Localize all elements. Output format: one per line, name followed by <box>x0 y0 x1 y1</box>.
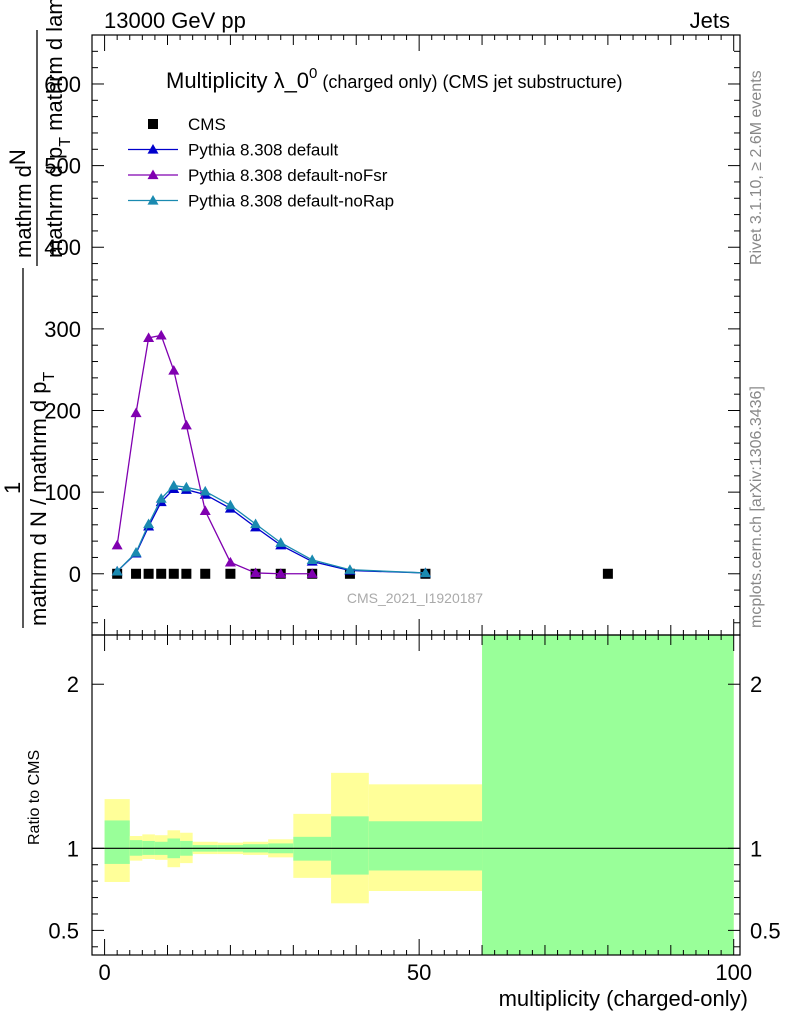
series-line <box>116 334 313 575</box>
data-point <box>225 568 236 579</box>
ratio-y-tick-label: 1 <box>67 836 79 861</box>
data-point <box>250 518 262 529</box>
header-left: 13000 GeV pp <box>104 8 246 33</box>
data-point <box>156 568 167 579</box>
data-point <box>275 537 287 547</box>
data-point <box>275 568 287 578</box>
rivet-label: Rivet 3.1.10, ≥ 2.6M events <box>748 70 765 265</box>
ratio-y-tick-label-right: 2 <box>750 672 762 697</box>
legend-label: Pythia 8.308 default <box>188 141 339 160</box>
y-label-lower: mathrm d N / mathrm d pT <box>26 371 58 626</box>
y-label-lower-sub: T <box>41 371 58 381</box>
y-tick-label: 200 <box>44 399 81 424</box>
legend-item: Pythia 8.308 default-noRap <box>128 192 394 211</box>
data-point <box>306 568 318 578</box>
legend-label: CMS <box>188 115 226 134</box>
y-label-lower-part: mathrm d N / mathrm d p <box>26 381 51 626</box>
data-point <box>200 568 211 579</box>
data-point <box>181 568 192 579</box>
legend-item: Pythia 8.308 default <box>128 141 339 160</box>
data-point <box>419 567 431 578</box>
legend-item: Pythia 8.308 default-noFsr <box>128 166 388 185</box>
ratio-frame <box>91 634 741 956</box>
data-point <box>168 365 180 375</box>
y-label-den: mathrm d pT mathrm d lambda <box>42 0 74 258</box>
x-tick-label: 50 <box>407 960 431 985</box>
legend-label: Pythia 8.308 default-noFsr <box>188 166 388 185</box>
y-label-den-part: mathrm d p <box>42 147 67 258</box>
data-point <box>111 539 123 550</box>
y-label-den-sub: T <box>57 137 74 147</box>
y-axis-label: mathrm dN mathrm d pT mathrm d lambda 1 … <box>0 0 74 628</box>
ratio-y-tick-label-right: 1 <box>750 836 762 861</box>
data-point <box>143 568 154 579</box>
legend-marker <box>147 169 159 180</box>
legend-marker <box>148 119 158 129</box>
legend-item: CMS <box>148 115 226 134</box>
ratio-bands <box>92 635 740 955</box>
ratio-y-tick-label: 0.5 <box>48 918 79 943</box>
data-point <box>306 554 318 565</box>
ratio-band-inner <box>331 816 369 875</box>
x-tick-label: 100 <box>715 960 752 985</box>
data-point <box>168 480 180 490</box>
data-point <box>143 518 155 529</box>
data-point <box>168 568 179 579</box>
legend-marker <box>147 144 159 154</box>
axes: 0 100 200 300 400 500 600 0 50 100 0.5 0.5 1 1 2 2 <box>44 34 781 985</box>
chart-title-sup: 0 <box>309 65 317 82</box>
data-point <box>344 564 356 574</box>
y-label-one: 1 <box>0 482 25 494</box>
ratio-band-inner <box>482 635 734 955</box>
legend-marker <box>147 195 159 205</box>
data-point <box>180 419 192 430</box>
y-tick-label: 100 <box>44 480 81 505</box>
data-point <box>155 493 167 503</box>
chart-title-rest: (charged only) (CMS jet substructure) <box>317 72 622 92</box>
y-tick-label: 0 <box>69 562 81 587</box>
data-series <box>111 329 613 579</box>
y-label-num: mathrm dN <box>5 149 36 258</box>
ratio-band-inner <box>368 821 483 871</box>
data-point <box>131 568 142 579</box>
x-axis-label: multiplicity (charged-only) <box>499 986 748 1011</box>
data-point <box>602 568 613 579</box>
legend: CMS Pythia 8.308 default Pythia 8.308 defa… <box>128 115 394 211</box>
legend-label: Pythia 8.308 default-noRap <box>188 192 394 211</box>
ratio-y-tick-label-right: 0.5 <box>750 918 781 943</box>
data-point <box>224 499 236 510</box>
y-label-den-rest: mathrm d lambda <box>42 0 67 137</box>
data-point <box>224 556 236 567</box>
y-label-num-part: mathrm d <box>11 165 36 258</box>
y-tick-label: 600 <box>44 72 81 97</box>
header-right: Jets <box>690 8 730 33</box>
data-point <box>130 547 142 557</box>
data-point <box>250 567 262 578</box>
data-point <box>180 481 192 492</box>
ratio-y-tick-label: 2 <box>67 672 79 697</box>
data-point <box>111 565 123 576</box>
x-tick-label: 0 <box>98 960 110 985</box>
series-3 <box>111 480 431 578</box>
chart-title-main: Multiplicity λ_0 <box>166 68 309 93</box>
chart-title: Multiplicity λ_00 (charged only) (CMS je… <box>166 65 623 93</box>
data-point <box>143 332 155 342</box>
y-tick-label: 300 <box>44 317 81 342</box>
data-point <box>199 505 211 516</box>
mcplots-label: mcplots.cern.ch [arXiv:1306.3436] <box>748 386 765 628</box>
y-label-num-N: N <box>5 149 30 165</box>
ratio-y-label: Ratio to CMS <box>26 750 43 845</box>
data-point <box>130 407 142 418</box>
y-tick-label: 400 <box>44 235 81 260</box>
data-point <box>199 485 211 496</box>
y-tick-label: 500 <box>44 154 81 179</box>
series-2 <box>111 329 318 578</box>
data-point <box>155 329 167 340</box>
analysis-watermark: CMS_2021_I1920187 <box>347 590 483 606</box>
ratio-band-inner <box>104 820 130 864</box>
